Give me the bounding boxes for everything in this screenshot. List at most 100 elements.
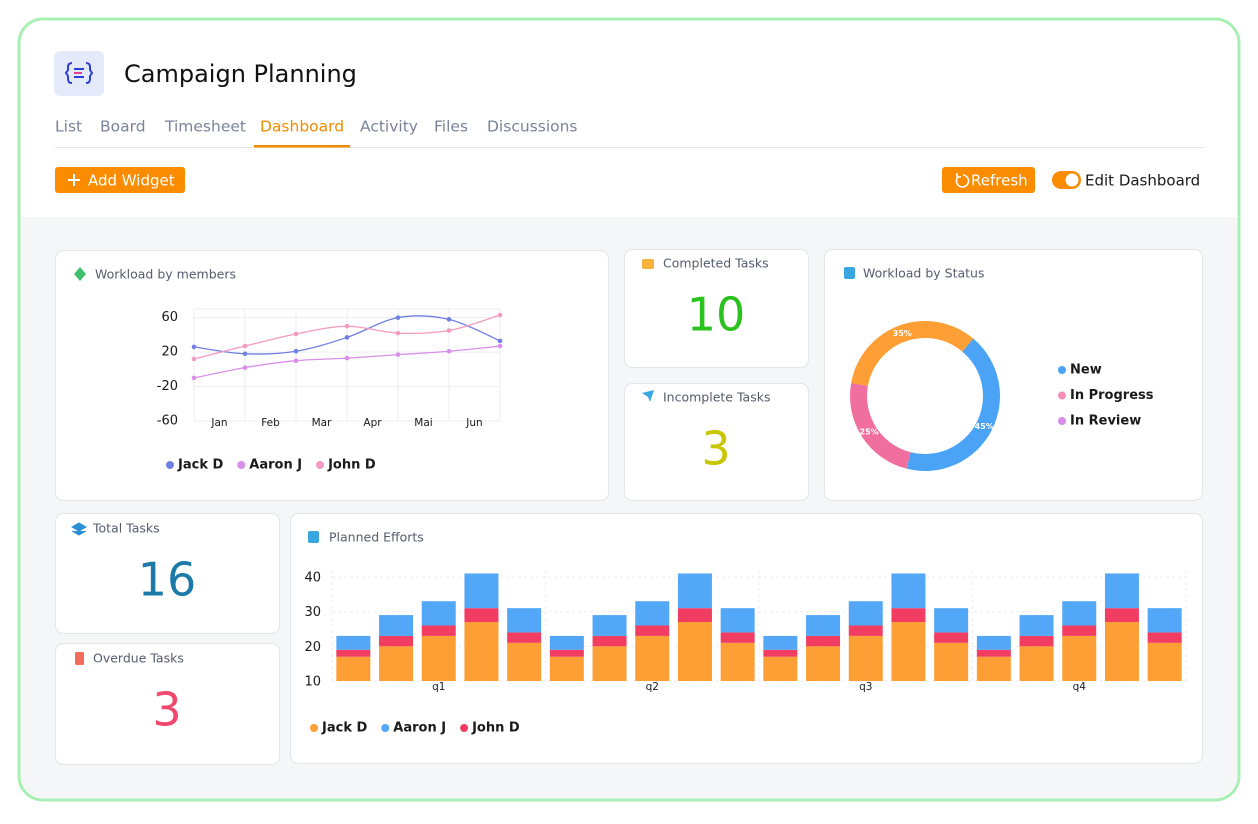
data-point xyxy=(191,344,197,350)
card-icon xyxy=(75,652,84,665)
edit-dashboard-label: Edit Dashboard xyxy=(1085,172,1200,190)
bar-segment xyxy=(1104,573,1139,609)
legend-dot xyxy=(1058,417,1066,425)
bar-segment xyxy=(1062,625,1097,636)
legend-dot xyxy=(1058,391,1066,400)
x-tick-label: Apr xyxy=(363,417,382,429)
bar-segment xyxy=(592,635,627,647)
bar-segment xyxy=(1147,608,1182,633)
card-title: Workload by members xyxy=(95,267,236,282)
active-tab-underline xyxy=(254,145,351,148)
tab[interactable]: Discussions xyxy=(487,118,578,136)
bar-segment xyxy=(976,649,1011,657)
y-tick-label: 10 xyxy=(304,675,321,690)
legend-label: In Progress xyxy=(1070,388,1154,403)
legend-dot xyxy=(316,461,325,469)
tab[interactable]: Timesheet xyxy=(164,118,246,136)
bar-segment xyxy=(464,622,499,681)
bar-segment xyxy=(720,632,755,643)
bar-segment xyxy=(1147,632,1182,643)
data-point xyxy=(395,352,401,357)
legend-dot xyxy=(237,461,246,469)
bar-segment xyxy=(806,646,841,681)
x-tick-label: Jun xyxy=(465,417,482,429)
edit-toggle[interactable] xyxy=(1052,171,1081,189)
bar-segment xyxy=(507,642,542,681)
donut-segment xyxy=(851,321,974,386)
tab[interactable]: List xyxy=(55,118,82,136)
bar-segment xyxy=(1062,601,1097,626)
data-point xyxy=(395,315,401,320)
bar-segment xyxy=(1104,622,1139,681)
bar-segment xyxy=(635,601,670,626)
card xyxy=(55,643,280,765)
data-label: 35% xyxy=(893,329,912,338)
bar-segment xyxy=(677,573,712,609)
bar-segment xyxy=(976,656,1011,681)
card xyxy=(824,249,1203,501)
bar-segment xyxy=(421,601,456,626)
legend-label: In Review xyxy=(1070,414,1141,429)
bar-segment xyxy=(806,635,841,647)
project-glyph xyxy=(64,62,94,84)
tab[interactable]: Board xyxy=(100,118,146,136)
stat-value: 3 xyxy=(701,422,730,476)
bar-segment xyxy=(379,646,414,681)
bar-segment xyxy=(934,608,969,633)
bar-segment xyxy=(848,625,883,636)
data-point xyxy=(242,343,248,349)
bar-segment xyxy=(421,635,456,681)
bar-segment xyxy=(934,642,969,681)
x-tick-label: Mai xyxy=(414,417,432,429)
bar-segment xyxy=(677,608,712,623)
x-tick-label: Mar xyxy=(312,417,332,429)
plus-icon xyxy=(68,174,80,186)
bar-segment xyxy=(464,608,499,623)
y-tick-label: 20 xyxy=(161,345,178,360)
bar-segment xyxy=(763,649,798,657)
legend-label: Aaron J xyxy=(249,458,302,473)
x-tick-label: q3 xyxy=(859,681,872,693)
add-widget-label[interactable]: Add Widget xyxy=(88,172,175,190)
bar-segment xyxy=(848,635,883,681)
y-tick-label: -60 xyxy=(157,414,178,429)
data-point xyxy=(191,375,197,381)
bar-segment xyxy=(848,601,883,626)
data-point xyxy=(293,331,299,337)
tab[interactable]: Dashboard xyxy=(260,118,344,136)
legend-dot xyxy=(166,461,174,469)
bar-segment xyxy=(507,632,542,643)
bar-segment xyxy=(635,625,670,636)
data-point xyxy=(344,323,350,329)
y-tick-label: 60 xyxy=(161,310,178,325)
toggle-knob[interactable] xyxy=(1065,173,1079,187)
bar-segment xyxy=(1104,608,1139,623)
card-title: Workload by Status xyxy=(863,266,984,281)
legend-label: Jack D xyxy=(321,721,367,736)
y-tick-label: 40 xyxy=(304,570,321,585)
card-icon xyxy=(308,531,319,543)
add-widget-button[interactable] xyxy=(55,167,185,193)
bar-segment xyxy=(379,635,414,647)
legend-label: New xyxy=(1070,363,1102,378)
bar-segment xyxy=(1062,635,1097,681)
bar-segment xyxy=(720,608,755,633)
refresh-label[interactable]: Refresh xyxy=(971,172,1028,190)
tab[interactable]: Files xyxy=(434,118,468,136)
bar-segment xyxy=(549,649,584,657)
stat-value: 3 xyxy=(152,683,181,737)
tab[interactable]: Activity xyxy=(360,118,418,136)
data-point xyxy=(446,328,452,333)
bar-segment xyxy=(976,635,1011,650)
refresh-icon xyxy=(955,173,970,188)
data-point xyxy=(497,338,503,344)
data-point xyxy=(242,351,248,357)
stat-title: Completed Tasks xyxy=(663,256,769,271)
data-label: 25% xyxy=(860,428,879,437)
x-tick-label: q1 xyxy=(432,681,445,693)
bar-segment xyxy=(677,622,712,681)
bar-segment xyxy=(549,635,584,650)
x-tick-label: Jan xyxy=(210,417,227,429)
